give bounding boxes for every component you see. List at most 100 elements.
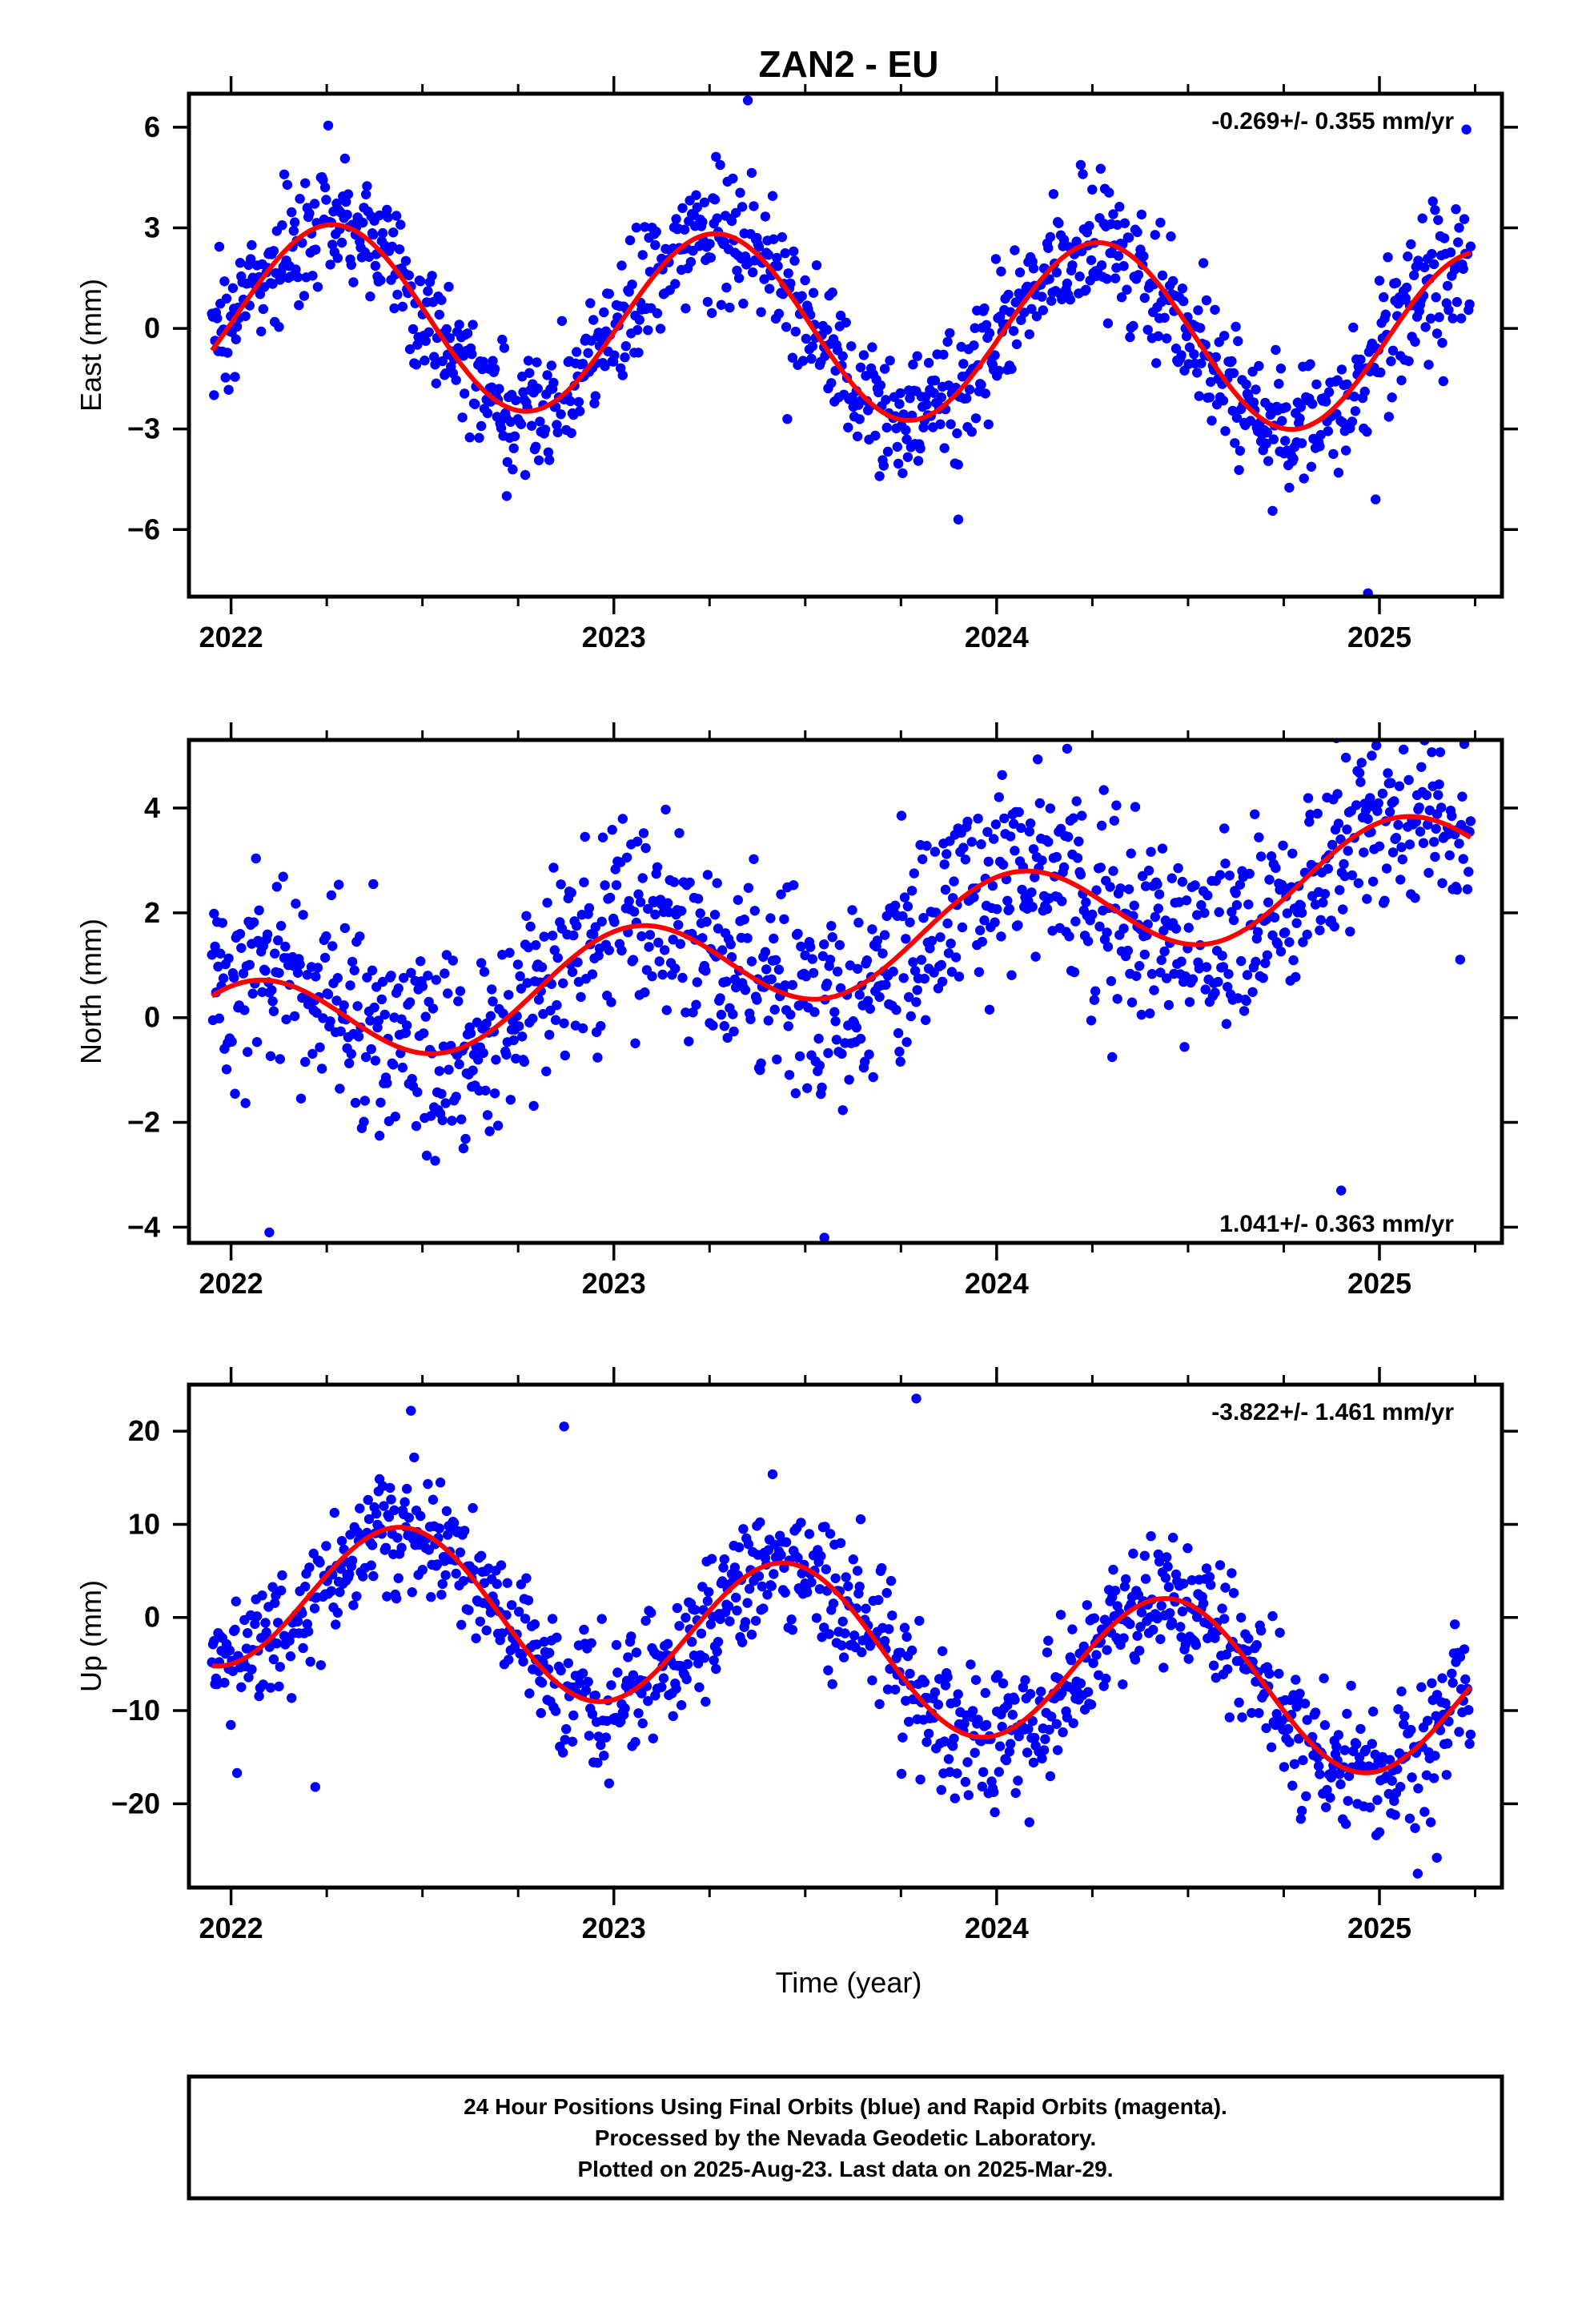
data-point: [712, 213, 722, 223]
data-point: [240, 1098, 251, 1108]
data-point: [567, 1736, 578, 1747]
data-point: [434, 309, 444, 320]
data-point: [460, 1133, 471, 1144]
data-point: [899, 1622, 910, 1633]
data-point: [706, 1554, 717, 1564]
data-point: [302, 1618, 312, 1630]
data-point: [837, 351, 848, 361]
data-point: [868, 1072, 878, 1083]
data-point: [807, 341, 817, 352]
data-point: [379, 1009, 390, 1020]
data-point: [1291, 971, 1301, 983]
data-point: [473, 1055, 484, 1065]
data-point: [925, 943, 935, 954]
data-point: [1043, 837, 1054, 847]
data-point: [584, 903, 595, 914]
data-point: [1115, 883, 1126, 894]
data-point: [770, 955, 781, 966]
data-point: [1435, 747, 1446, 758]
data-point: [1159, 312, 1170, 323]
data-point: [1410, 336, 1420, 347]
east-frame: [187, 91, 1504, 599]
data-point: [946, 419, 956, 429]
data-point: [456, 1619, 467, 1630]
data-point: [315, 1558, 325, 1568]
data-point: [579, 877, 589, 887]
data-point: [1398, 1719, 1409, 1730]
data-point: [648, 1733, 658, 1743]
data-point: [542, 370, 552, 380]
data-point: [719, 1021, 729, 1031]
data-point: [1001, 1755, 1012, 1766]
data-point: [251, 1037, 263, 1047]
data-point: [514, 1021, 524, 1031]
data-point: [434, 1523, 444, 1534]
data-point: [1186, 1575, 1197, 1586]
data-point: [990, 1807, 1000, 1818]
north-observations: [207, 740, 1476, 1243]
data-point: [292, 271, 303, 283]
data-point: [1423, 1715, 1433, 1726]
data-point: [1223, 982, 1233, 992]
data-point: [347, 1555, 358, 1566]
data-point: [556, 1665, 566, 1676]
data-point: [1312, 808, 1323, 819]
data-point: [631, 1647, 642, 1658]
north-y-axis-label: North (mm): [74, 919, 107, 1064]
data-point: [1412, 1868, 1423, 1879]
data-point: [635, 897, 646, 907]
data-point: [1068, 1718, 1078, 1728]
data-point: [826, 378, 837, 388]
data-point: [949, 1733, 959, 1744]
data-point: [1004, 903, 1015, 915]
data-point: [1393, 819, 1403, 830]
data-point: [790, 1088, 801, 1099]
data-point: [1095, 862, 1106, 873]
data-point: [725, 1616, 735, 1626]
data-point: [1319, 1673, 1329, 1683]
data-point: [420, 1011, 431, 1022]
data-point: [1390, 1810, 1400, 1820]
data-point: [881, 395, 891, 405]
data-point: [310, 1782, 320, 1792]
data-point: [1442, 280, 1453, 292]
data-point: [696, 1628, 707, 1639]
data-point: [468, 1565, 480, 1575]
data-point: [550, 1706, 561, 1716]
data-point: [1227, 1568, 1237, 1578]
data-point: [745, 1583, 755, 1594]
data-point: [629, 907, 640, 917]
up-frame: [187, 1382, 1504, 1890]
data-point: [1123, 884, 1134, 895]
data-point: [270, 948, 280, 959]
up-y-axis-label: Up (mm): [74, 1580, 107, 1692]
data-point: [896, 810, 907, 821]
data-point: [568, 930, 579, 941]
data-point: [288, 226, 299, 236]
data-point: [596, 1739, 606, 1751]
data-point: [1266, 1742, 1277, 1752]
data-point: [323, 989, 334, 999]
data-point: [942, 918, 953, 929]
data-point: [1234, 464, 1244, 476]
data-point: [990, 917, 1000, 927]
data-point: [830, 1016, 841, 1027]
data-point: [945, 328, 955, 339]
data-point: [1395, 875, 1406, 885]
up-rate-annotation: -3.822+/- 1.461 mm/yr: [1211, 1399, 1454, 1425]
data-point: [1261, 1723, 1271, 1734]
data-point: [950, 1697, 962, 1707]
data-point: [559, 1421, 569, 1432]
data-point: [879, 1635, 890, 1647]
data-point: [1201, 1563, 1212, 1574]
data-point: [478, 356, 488, 367]
data-point: [1310, 1707, 1321, 1718]
data-point: [981, 320, 992, 330]
data-point: [426, 1592, 436, 1602]
data-point: [436, 1590, 447, 1600]
data-point: [479, 1578, 490, 1589]
data-point: [1136, 209, 1147, 220]
data-point: [1146, 846, 1156, 857]
data-point: [1198, 258, 1209, 268]
data-point: [1157, 843, 1168, 854]
